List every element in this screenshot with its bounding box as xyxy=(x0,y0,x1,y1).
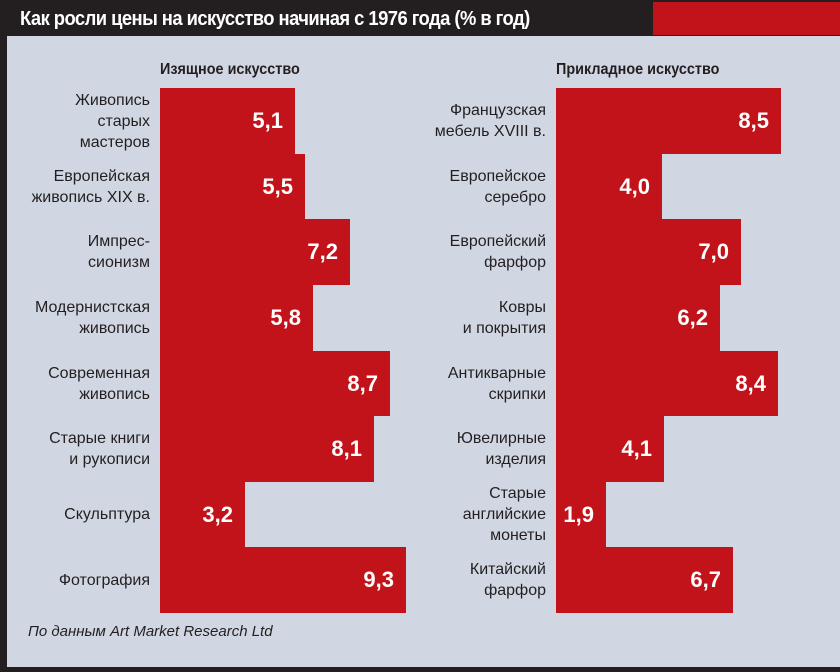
category-label-line: мастеров xyxy=(79,133,150,151)
category-label: Старые английские монеты xyxy=(406,482,546,547)
category-label: Ювелирные изделия xyxy=(406,416,546,482)
bar-value-label: 5,8 xyxy=(270,305,301,330)
category-label: Французская мебель XVIII в. xyxy=(406,88,546,154)
bar xyxy=(160,219,350,285)
category-label-line: изделия xyxy=(485,451,546,468)
category-label: Импрес-сионизм xyxy=(5,219,150,285)
category-label-line: фарфор xyxy=(484,582,546,599)
category-label: Скульптура xyxy=(5,482,150,547)
category-label-line: живопись XIX в. xyxy=(31,188,150,206)
bar xyxy=(160,88,295,154)
category-label-line: живопись xyxy=(79,320,150,337)
bar xyxy=(556,285,720,351)
category-label-line: старых xyxy=(97,112,150,130)
bar-value-label: 3,2 xyxy=(202,502,233,527)
category-label: Европейское серебро xyxy=(406,154,546,219)
bar-value-label: 7,2 xyxy=(307,239,338,264)
bar-value-label: 8,7 xyxy=(347,371,378,396)
category-label-line: Европейская xyxy=(53,167,150,185)
category-label-line: Французская xyxy=(449,102,546,119)
bar-value-label: 6,7 xyxy=(690,567,721,592)
category-label-line: Ковры xyxy=(498,299,546,316)
category-label-line: Живопись xyxy=(75,91,150,109)
category-label-line: Антикварные xyxy=(447,364,546,382)
source-note: По данным Art Market Research Ltd xyxy=(28,623,273,640)
category-label: Антикварные скрипки xyxy=(406,351,546,416)
category-label: Старые книги и рукописи xyxy=(5,416,150,482)
bar xyxy=(556,416,664,482)
category-label-line: Фотография xyxy=(58,571,150,589)
bar-value-label: 5,5 xyxy=(262,174,293,199)
bar xyxy=(556,154,662,219)
bar xyxy=(160,285,313,351)
category-label-line: и покрытия xyxy=(462,320,546,337)
bar-value-label: 7,0 xyxy=(698,239,729,264)
category-label: Живопись старых мастеров xyxy=(5,88,150,154)
bar xyxy=(160,154,305,219)
category-label: Модернистская живопись xyxy=(5,285,150,351)
category-label: Ковры и покрытия xyxy=(406,285,546,351)
category-label-line: скрипки xyxy=(488,385,546,403)
category-label-line: Китайский xyxy=(469,561,546,578)
category-label-line: сионизм xyxy=(88,254,150,271)
bar xyxy=(556,219,741,285)
category-label-line: Старые xyxy=(489,485,546,502)
bar-value-label: 4,0 xyxy=(619,174,650,199)
category-label-line: Импрес- xyxy=(87,233,150,250)
bar xyxy=(556,88,781,154)
bar xyxy=(556,547,733,613)
panel-title-applied-art: Прикладное искусство xyxy=(556,61,720,78)
category-label-line: Старые книги xyxy=(49,430,150,447)
bar-value-label: 1,9 xyxy=(563,502,594,527)
title-bar-accent xyxy=(653,2,840,35)
category-label-line: мебель XVIII в. xyxy=(434,123,546,140)
category-label: Фотография xyxy=(5,547,150,613)
category-label-line: серебро xyxy=(484,188,546,206)
bar-value-label: 9,3 xyxy=(363,567,394,592)
category-label: Современная живопись xyxy=(5,351,150,416)
bar-value-label: 8,4 xyxy=(735,371,766,396)
bar-value-label: 6,2 xyxy=(677,305,708,330)
bar xyxy=(160,416,374,482)
bar xyxy=(160,482,245,547)
category-label-line: Европейское xyxy=(449,167,546,185)
category-label-line: и рукописи xyxy=(69,451,150,468)
category-label: Китайский фарфор xyxy=(406,547,546,613)
category-label-line: Современная xyxy=(48,364,150,382)
bar xyxy=(556,482,606,547)
bar xyxy=(556,351,778,416)
category-label: Европейский фарфор xyxy=(406,219,546,285)
category-label-line: живопись xyxy=(79,385,150,403)
bar-value-label: 8,5 xyxy=(738,108,769,133)
bar-value-label: 5,1 xyxy=(252,108,283,133)
category-label-line: фарфор xyxy=(484,254,546,271)
category-label-line: Европейский xyxy=(449,233,546,250)
chart-title: Как росли цены на искусство начиная с 19… xyxy=(20,8,530,30)
category-label-line: Скульптура xyxy=(64,506,150,523)
category-label: Европейская живопись XIX в. xyxy=(5,154,150,219)
bottom-border xyxy=(0,667,840,672)
category-label-line: Модернистская xyxy=(34,299,150,316)
left-border xyxy=(0,0,7,672)
bar xyxy=(160,547,406,613)
panel-title-fine-art: Изящное искусство xyxy=(160,61,300,78)
category-label-line: монеты xyxy=(490,527,546,544)
bar-value-label: 4,1 xyxy=(621,436,652,461)
bar xyxy=(160,351,390,416)
category-label-line: Ювелирные xyxy=(456,430,546,447)
category-label-line: английские xyxy=(462,506,546,523)
bar-value-label: 8,1 xyxy=(331,436,362,461)
